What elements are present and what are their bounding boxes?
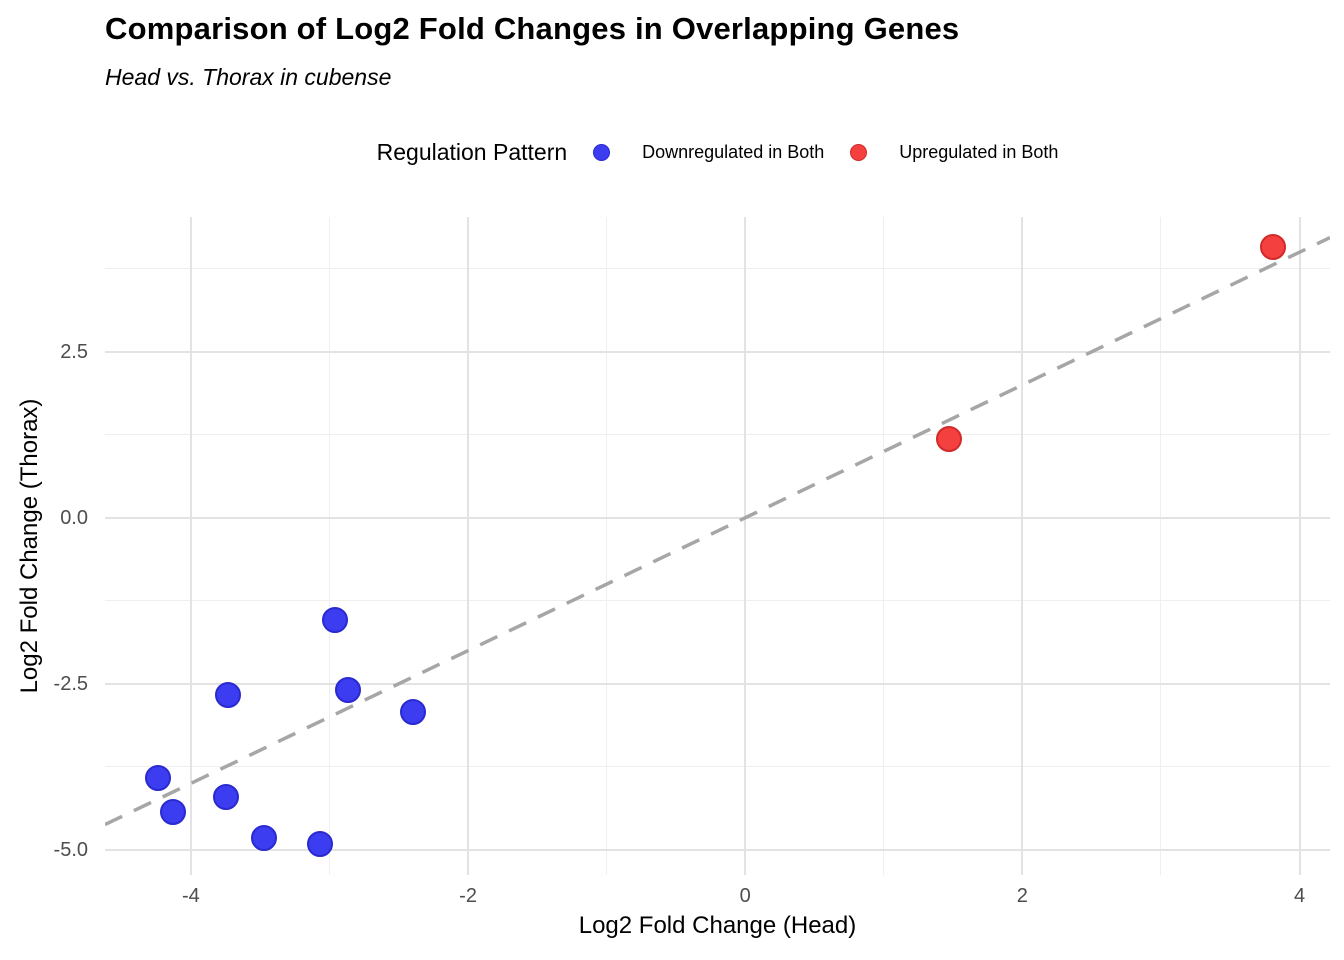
blue-dot-icon: [593, 143, 611, 161]
red-dot-icon: [850, 143, 868, 161]
gridline-y-major: [105, 682, 1330, 685]
gridline-x-minor: [1160, 217, 1162, 875]
legend-title: Regulation Pattern: [376, 138, 568, 165]
gridline-y-major: [105, 350, 1330, 353]
gridline-x-major: [1021, 217, 1024, 875]
legend-item-upregulated: Upregulated in Both: [850, 142, 1058, 163]
gridline-y-major: [105, 516, 1330, 519]
page-subtitle: Head vs. Thorax in cubense: [105, 64, 392, 90]
x-tick-label: 4: [1293, 885, 1306, 907]
gridline-x-minor: [328, 217, 330, 875]
y-tick-label: 2.5: [60, 340, 88, 363]
x-tick-label: 2: [1016, 885, 1028, 907]
gridline-x-minor: [883, 217, 885, 875]
y-axis-title: Log2 Fold Change (Thorax): [16, 398, 43, 694]
identity-reference-line: [105, 236, 1330, 827]
data-point: [399, 698, 426, 725]
legend-item-label: Downregulated in Both: [642, 141, 825, 162]
y-tick-label: -2.5: [53, 672, 88, 695]
reference-line-layer: [105, 236, 1330, 827]
gridline-x-minor: [606, 217, 608, 875]
gridline-y-major: [105, 848, 1330, 851]
gridline-x-major: [744, 217, 747, 875]
gridline-y-minor: [105, 268, 1330, 270]
page-title: Comparison of Log2 Fold Changes in Overl…: [105, 11, 960, 46]
y-tick-label: -5.0: [53, 838, 88, 861]
legend: Regulation Pattern Downregulated in Both…: [105, 133, 1330, 171]
data-point: [144, 765, 171, 792]
data-point: [212, 783, 239, 810]
gridline-y-minor: [105, 766, 1330, 768]
gridline-x-major: [1298, 217, 1301, 875]
gridline-y-minor: [105, 434, 1330, 436]
data-point: [159, 798, 186, 825]
x-tick-label: -2: [459, 885, 477, 907]
legend-item-label: Upregulated in Both: [899, 141, 1059, 162]
gridline-x-major: [467, 217, 470, 875]
data-point: [215, 682, 242, 709]
data-point: [1260, 233, 1287, 260]
x-tick-label: -4: [182, 885, 200, 907]
x-axis-title: Log2 Fold Change (Head): [578, 912, 857, 939]
gridline-x-major: [189, 217, 192, 875]
data-point: [306, 831, 333, 858]
legend-item-downregulated: Downregulated in Both: [593, 142, 824, 163]
x-tick-label: 0: [739, 885, 751, 907]
data-point: [251, 824, 278, 851]
data-point: [334, 676, 361, 703]
y-tick-label: 0.0: [60, 506, 88, 529]
data-point: [935, 425, 962, 452]
data-point: [322, 607, 349, 634]
gridline-y-minor: [105, 600, 1330, 602]
plot-panel: [105, 217, 1330, 875]
